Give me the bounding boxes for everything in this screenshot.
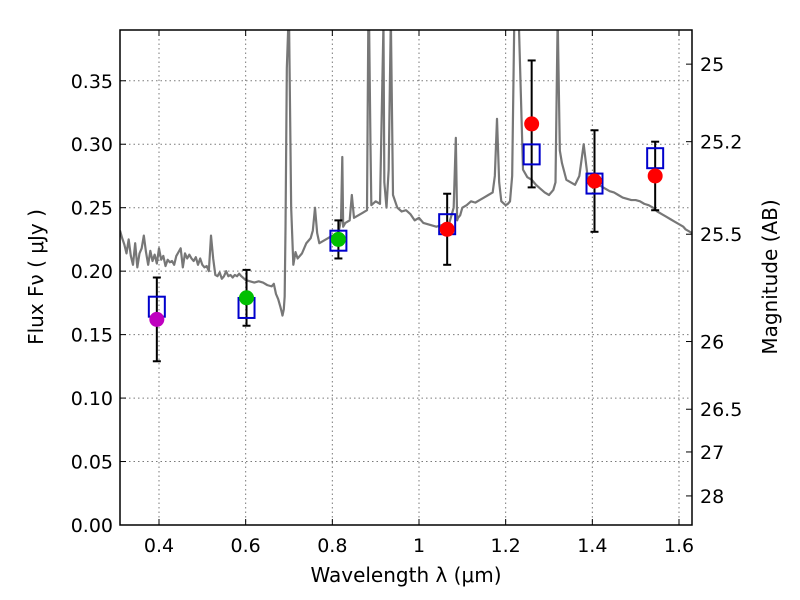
mag-tick-label: 26 — [700, 332, 724, 354]
x-tick-label: 0.4 — [144, 535, 174, 557]
y-tick-label: 0.05 — [71, 452, 113, 474]
y-tick-label: 0.15 — [71, 325, 113, 347]
y-axis-title: Flux Fν ( μJy ) — [24, 209, 48, 345]
x-axis-ticks: 0.4 0.6 0.8 1 1.2 1.4 1.6 — [144, 30, 694, 557]
observed-point — [524, 116, 540, 132]
x-tick-label: 1.6 — [664, 535, 694, 557]
spectrum — [120, 30, 692, 317]
right-axis-ticks: 25 25.2 25.5 26 26.5 27 28 — [686, 54, 742, 508]
mag-tick-label: 25.2 — [700, 132, 742, 154]
y-tick-label: 0.20 — [71, 261, 113, 283]
y-tick-label: 0.25 — [71, 198, 113, 220]
observed-points — [149, 116, 663, 327]
model-box — [329, 229, 348, 252]
y-tick-label: 0.30 — [71, 134, 113, 156]
y-tick-label: 0.00 — [71, 515, 113, 537]
mag-tick-label: 25 — [700, 54, 724, 76]
mag-tick-label: 26.5 — [700, 399, 742, 421]
observed-point — [439, 221, 455, 237]
model-box — [522, 143, 541, 166]
y-tick-label: 0.35 — [71, 71, 113, 93]
mag-tick-label: 28 — [700, 486, 724, 508]
model-box — [646, 147, 665, 170]
observed-point — [149, 311, 165, 327]
spectrum-line — [120, 30, 692, 317]
x-tick-label: 0.6 — [231, 535, 261, 557]
x-axis-title: Wavelength λ (μm) — [310, 563, 501, 587]
mag-tick-label: 27 — [700, 442, 724, 464]
y-tick-label: 0.10 — [71, 388, 113, 410]
x-tick-label: 1 — [413, 535, 425, 557]
mag-tick-label: 25.5 — [700, 224, 742, 246]
observed-point — [647, 168, 663, 184]
y-axis-ticks: 0.00 0.05 0.10 0.15 0.20 0.25 0.30 0.35 — [71, 71, 126, 537]
plot-frame — [119, 29, 693, 526]
x-tick-label: 0.8 — [317, 535, 347, 557]
model-boxes — [147, 143, 665, 319]
observed-point — [239, 290, 255, 306]
observed-point — [330, 231, 346, 247]
observed-point — [587, 173, 602, 189]
x-tick-label: 1.2 — [491, 535, 521, 557]
right-axis-title: Magnitude (AB) — [758, 199, 782, 354]
x-tick-label: 1.4 — [577, 535, 607, 557]
